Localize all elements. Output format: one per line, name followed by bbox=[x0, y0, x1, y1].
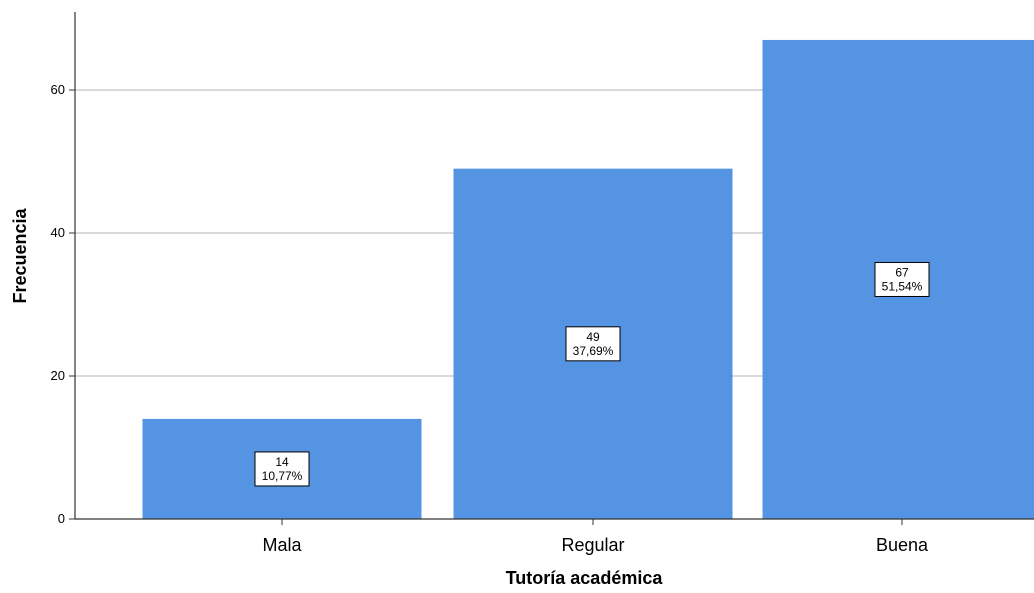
x-tick-label: Regular bbox=[561, 535, 624, 555]
y-tick-labels: 0 20 40 60 bbox=[51, 82, 65, 526]
x-axis-title: Tutoría académica bbox=[506, 568, 664, 588]
y-tick-label: 20 bbox=[51, 368, 65, 383]
y-tick-label: 0 bbox=[58, 511, 65, 526]
bars bbox=[142, 39, 1034, 519]
x-tick-label: Buena bbox=[876, 535, 929, 555]
y-tick-label: 60 bbox=[51, 82, 65, 97]
data-label-percent: 51,54% bbox=[882, 279, 923, 293]
data-label-count: 49 bbox=[586, 330, 600, 344]
x-category-labels: Mala Regular Buena bbox=[262, 535, 929, 555]
data-label-box bbox=[254, 451, 310, 487]
axes bbox=[69, 12, 1034, 525]
x-tick-label: Mala bbox=[262, 535, 302, 555]
y-axis-title: Frecuencia bbox=[10, 207, 30, 303]
y-tick-label: 40 bbox=[51, 225, 65, 240]
data-label-box bbox=[565, 326, 621, 362]
data-label-count: 14 bbox=[275, 455, 289, 469]
data-label-percent: 10,77% bbox=[262, 469, 303, 483]
data-label-percent: 37,69% bbox=[573, 344, 614, 358]
data-label-box bbox=[874, 261, 930, 297]
data-label-count: 67 bbox=[895, 265, 909, 279]
